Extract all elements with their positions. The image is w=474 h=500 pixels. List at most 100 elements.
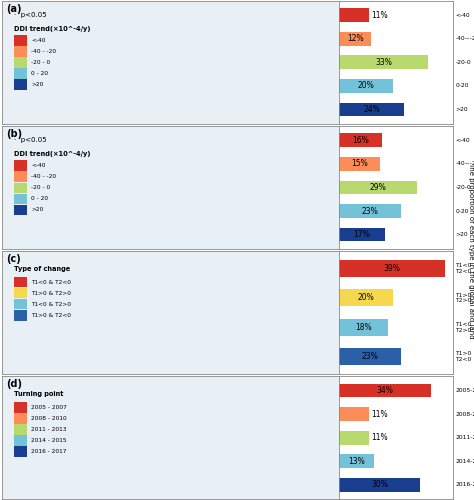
- Text: 0-20: 0-20: [456, 84, 469, 88]
- Bar: [339, 454, 374, 468]
- Text: 2008-2010: 2008-2010: [456, 412, 474, 416]
- Text: T1>0 & T2>0: T1>0 & T2>0: [31, 290, 71, 296]
- FancyBboxPatch shape: [14, 435, 27, 446]
- FancyBboxPatch shape: [14, 299, 27, 310]
- Bar: [339, 180, 418, 194]
- Bar: [339, 56, 428, 69]
- Text: 29%: 29%: [370, 183, 387, 192]
- Text: 2016 - 2017: 2016 - 2017: [31, 449, 66, 454]
- Text: <-40: <-40: [456, 138, 470, 143]
- Bar: [339, 318, 388, 336]
- Bar: [339, 260, 445, 277]
- Text: <-40: <-40: [31, 163, 46, 168]
- Text: 13%: 13%: [348, 457, 365, 466]
- Text: T1<0 & T2>0: T1<0 & T2>0: [31, 302, 71, 307]
- Text: 2014 - 2015: 2014 - 2015: [31, 438, 67, 443]
- Text: -40 - -20: -40 - -20: [31, 49, 56, 54]
- Text: -20 - 0: -20 - 0: [31, 185, 50, 190]
- FancyBboxPatch shape: [14, 277, 27, 287]
- Bar: [339, 290, 393, 306]
- Text: (d): (d): [7, 380, 22, 390]
- Text: -40~-20: -40~-20: [456, 36, 474, 41]
- Text: (a): (a): [7, 4, 22, 14]
- Text: ·  p<0.05: · p<0.05: [14, 12, 47, 18]
- FancyBboxPatch shape: [14, 446, 27, 456]
- Text: 17%: 17%: [354, 230, 370, 239]
- Bar: [339, 79, 393, 92]
- Text: >20: >20: [456, 107, 468, 112]
- FancyBboxPatch shape: [14, 46, 27, 57]
- Text: T1<0
T2<0: T1<0 T2<0: [456, 264, 472, 274]
- Bar: [339, 384, 431, 398]
- Text: 2005-2007: 2005-2007: [456, 388, 474, 393]
- FancyBboxPatch shape: [14, 172, 27, 182]
- Text: 16%: 16%: [352, 136, 369, 145]
- Bar: [339, 408, 369, 421]
- Text: T1>0
T2>0: T1>0 T2>0: [456, 292, 472, 304]
- Bar: [339, 478, 420, 492]
- FancyBboxPatch shape: [14, 413, 27, 424]
- Text: -20 - 0: -20 - 0: [31, 60, 50, 65]
- Text: 34%: 34%: [376, 386, 393, 395]
- Text: 20%: 20%: [357, 294, 374, 302]
- FancyBboxPatch shape: [14, 402, 27, 412]
- Text: 0-20: 0-20: [456, 208, 469, 214]
- Text: -40~-20: -40~-20: [456, 162, 474, 166]
- Text: 2014-2015: 2014-2015: [456, 459, 474, 464]
- Bar: [339, 32, 372, 46]
- Text: 11%: 11%: [371, 10, 388, 20]
- FancyBboxPatch shape: [14, 194, 27, 204]
- Text: 33%: 33%: [375, 58, 392, 67]
- Bar: [339, 157, 380, 170]
- Text: T1<0 & T2<0: T1<0 & T2<0: [31, 280, 71, 284]
- Text: 2016-2017: 2016-2017: [456, 482, 474, 488]
- FancyBboxPatch shape: [14, 424, 27, 434]
- Bar: [339, 134, 382, 147]
- Text: 0 - 20: 0 - 20: [31, 71, 48, 76]
- Bar: [339, 228, 385, 241]
- Text: DDI trend(×10^-4/y): DDI trend(×10^-4/y): [14, 26, 91, 32]
- Text: Turning point: Turning point: [14, 391, 64, 397]
- Text: The proportion of each type in the global arid land: The proportion of each type in the globa…: [468, 162, 474, 338]
- FancyBboxPatch shape: [14, 68, 27, 79]
- Text: ·  p<0.05: · p<0.05: [14, 137, 47, 143]
- Bar: [339, 431, 369, 444]
- Text: T1<0
T2>0: T1<0 T2>0: [456, 322, 472, 332]
- Text: -40 - -20: -40 - -20: [31, 174, 56, 179]
- Text: 39%: 39%: [383, 264, 400, 274]
- Text: <-40: <-40: [456, 12, 470, 18]
- Bar: [339, 102, 404, 117]
- Text: Type of change: Type of change: [14, 266, 71, 272]
- FancyBboxPatch shape: [14, 288, 27, 298]
- FancyBboxPatch shape: [14, 80, 27, 90]
- FancyBboxPatch shape: [14, 204, 27, 215]
- Text: 23%: 23%: [362, 206, 378, 216]
- Text: 30%: 30%: [371, 480, 388, 490]
- Text: T1>0
T2<0: T1>0 T2<0: [456, 351, 472, 362]
- Text: 11%: 11%: [371, 433, 388, 442]
- Text: DDI trend(×10^-4/y): DDI trend(×10^-4/y): [14, 150, 91, 156]
- Text: 2008 - 2010: 2008 - 2010: [31, 416, 67, 421]
- Text: 0 - 20: 0 - 20: [31, 196, 48, 202]
- FancyBboxPatch shape: [14, 58, 27, 68]
- Text: 24%: 24%: [363, 105, 380, 114]
- FancyBboxPatch shape: [14, 310, 27, 320]
- FancyBboxPatch shape: [14, 36, 27, 46]
- Text: 18%: 18%: [355, 322, 372, 332]
- FancyBboxPatch shape: [14, 160, 27, 171]
- Text: <-40: <-40: [31, 38, 46, 43]
- Text: 20%: 20%: [357, 82, 374, 90]
- Bar: [339, 348, 401, 365]
- Text: (c): (c): [7, 254, 21, 264]
- Text: 2005 - 2007: 2005 - 2007: [31, 405, 67, 410]
- Text: >20: >20: [31, 208, 43, 212]
- Text: >20: >20: [456, 232, 468, 237]
- Text: 11%: 11%: [371, 410, 388, 418]
- Text: -20-0: -20-0: [456, 185, 471, 190]
- Text: -20-0: -20-0: [456, 60, 471, 65]
- Text: 15%: 15%: [351, 160, 368, 168]
- FancyBboxPatch shape: [14, 182, 27, 193]
- Bar: [339, 8, 369, 22]
- Text: (b): (b): [7, 129, 23, 139]
- Text: 2011-2013: 2011-2013: [456, 435, 474, 440]
